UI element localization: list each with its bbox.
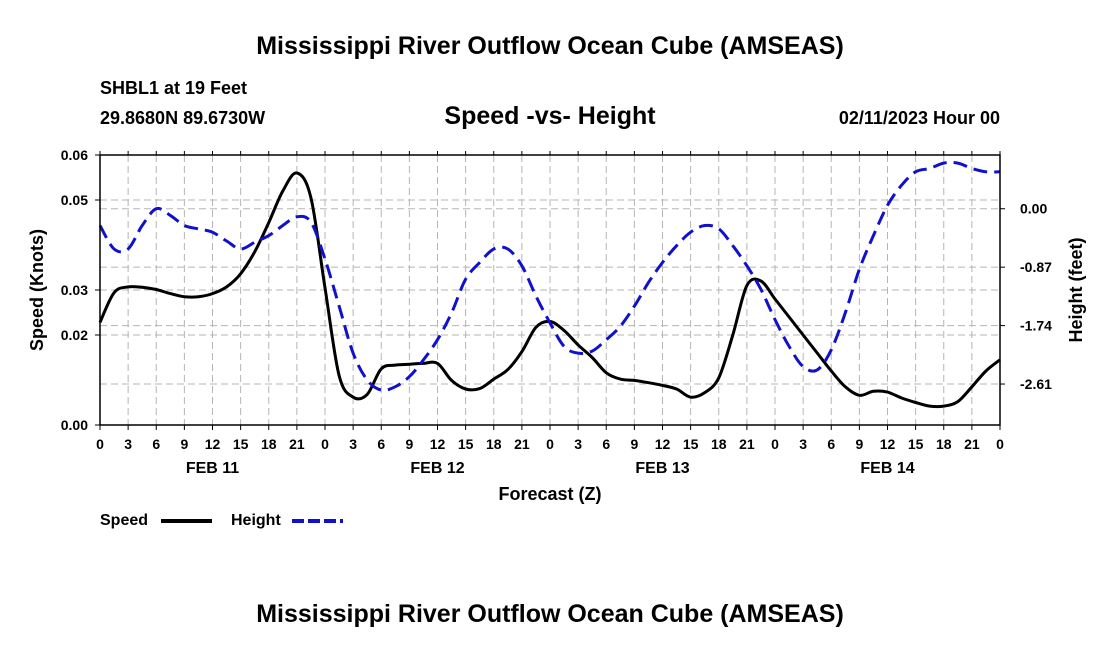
- x-tick-label: 3: [574, 436, 582, 452]
- x-tick-label: 0: [321, 436, 329, 452]
- y-tick-label: 0.05: [61, 192, 88, 208]
- date-label: FEB 14: [860, 460, 914, 477]
- x-tick-label: 3: [124, 436, 132, 452]
- x-tick-label: 15: [233, 436, 249, 452]
- timestamp-label: 02/11/2023 Hour 00: [838, 108, 1000, 128]
- date-label: FEB 12: [410, 460, 464, 477]
- x-tick-label: 18: [261, 436, 277, 452]
- x-tick-label: 6: [377, 436, 385, 452]
- x-tick-label: 12: [880, 436, 896, 452]
- axis-layer: 0 3 6 9 12 15 18 21 0 3 6 9 12 15 18 21 0 3 6 9 12 15 18 21 0 3 6 9…: [61, 147, 1052, 477]
- x-axis-label: Forecast (Z): [498, 484, 601, 504]
- x-tick-label: 12: [430, 436, 446, 452]
- x-tick-label: 15: [683, 436, 699, 452]
- x-tick-label: 0: [96, 436, 104, 452]
- x-tick-label: 18: [486, 436, 502, 452]
- x-tick-label: 15: [458, 436, 474, 452]
- station-label: SHBL1 at 19 Feet: [100, 78, 248, 98]
- y-tick-label: 0.03: [61, 282, 88, 298]
- series-layer: [98, 160, 1001, 409]
- y2-tick-label: -0.87: [1020, 259, 1052, 275]
- date-label: FEB 13: [635, 460, 689, 477]
- legend-height-label: Height: [231, 512, 281, 529]
- x-tick-label: 18: [936, 436, 952, 452]
- y2-axis-label: Height (feet): [1066, 238, 1086, 343]
- x-tick-label: 9: [180, 436, 188, 452]
- x-tick-label: 9: [630, 436, 638, 452]
- x-tick-label: 0: [996, 436, 1004, 452]
- x-tick-label: 15: [908, 436, 924, 452]
- x-tick-label: 6: [602, 436, 610, 452]
- y-tick-label: 0.02: [61, 327, 88, 343]
- y2-tick-label: -2.61: [1020, 376, 1052, 392]
- x-tick-label: 12: [655, 436, 671, 452]
- x-tick-label: 21: [514, 436, 530, 452]
- y2-tick-label: 0.00: [1020, 201, 1047, 217]
- height-series-line: [98, 160, 1001, 392]
- x-tick-label: 3: [799, 436, 807, 452]
- footer-title: Mississippi River Outflow Ocean Cube (AM…: [256, 600, 844, 628]
- x-tick-label: 12: [205, 436, 221, 452]
- x-tick-label: 9: [855, 436, 863, 452]
- x-tick-label: 0: [546, 436, 554, 452]
- x-tick-label: 6: [152, 436, 160, 452]
- x-tick-label: 21: [964, 436, 980, 452]
- legend-speed-label: Speed: [100, 512, 148, 529]
- x-tick-label: 0: [771, 436, 779, 452]
- y-tick-label: 0.06: [61, 147, 88, 163]
- coordinates-label: 29.8680N 89.6730W: [100, 108, 266, 128]
- chart-main-title: Mississippi River Outflow Ocean Cube (AM…: [256, 32, 844, 60]
- date-label: FEB 11: [186, 460, 239, 477]
- y-axis-label: Speed (Knots): [27, 229, 47, 351]
- grid-layer: [100, 155, 1000, 425]
- x-tick-label: 21: [739, 436, 755, 452]
- legend: Speed Height: [100, 512, 343, 529]
- x-tick-label: 18: [711, 436, 727, 452]
- x-tick-label: 9: [405, 436, 413, 452]
- x-tick-label: 3: [349, 436, 357, 452]
- x-tick-label: 6: [827, 436, 835, 452]
- y2-tick-label: -1.74: [1020, 318, 1052, 334]
- y-tick-label: 0.00: [61, 417, 88, 433]
- chart-subtitle: Speed -vs- Height: [444, 102, 656, 130]
- x-tick-label: 21: [289, 436, 305, 452]
